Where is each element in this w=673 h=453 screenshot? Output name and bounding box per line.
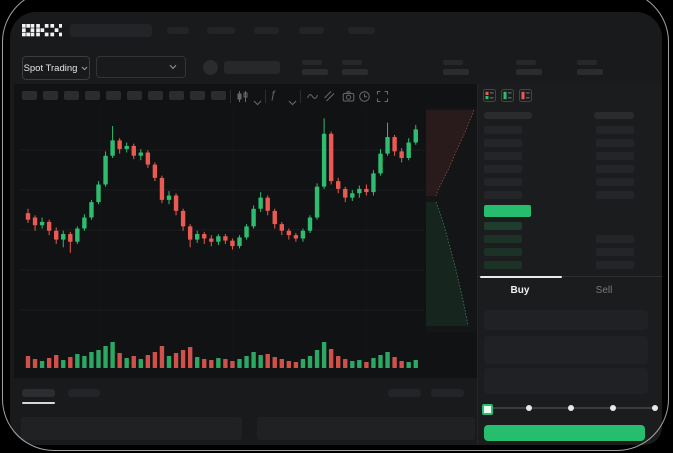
buy-submit-button[interactable] bbox=[484, 425, 645, 441]
orderbook-view-combined-icon[interactable] bbox=[483, 89, 496, 102]
ticker-stat-placeholder bbox=[516, 60, 546, 76]
timeframe-button-placeholder[interactable] bbox=[106, 91, 121, 100]
buy-tab-indicator bbox=[480, 276, 562, 278]
orderbook-row-placeholder bbox=[484, 178, 522, 186]
orderbook-asks-price-column[interactable] bbox=[484, 126, 522, 199]
order-amount-input-placeholder[interactable] bbox=[484, 336, 648, 364]
orderbook-header-placeholder bbox=[484, 112, 532, 119]
orderbook-row-placeholder bbox=[596, 139, 634, 147]
orderbook-row-placeholder bbox=[484, 248, 522, 256]
orderbook-row-placeholder bbox=[484, 165, 522, 173]
tab-buy[interactable]: Buy bbox=[510, 285, 530, 296]
chevron-down-icon bbox=[82, 66, 88, 70]
orderbook-header-placeholder bbox=[594, 112, 634, 119]
panel-divider bbox=[477, 84, 478, 445]
search-placeholder[interactable] bbox=[70, 24, 152, 37]
timeframe-bar bbox=[22, 91, 226, 100]
orderbook-asks-amount-column[interactable] bbox=[596, 126, 634, 199]
toolbar-separator bbox=[300, 90, 301, 103]
orderbook-row-placeholder bbox=[596, 178, 634, 186]
orders-panel-placeholder bbox=[21, 417, 242, 440]
ticker-stat-placeholder bbox=[302, 60, 332, 76]
candlestick-chart[interactable] bbox=[20, 108, 425, 372]
orderbook-row-placeholder bbox=[596, 191, 634, 199]
indicators-icon[interactable]: ƒ bbox=[270, 89, 277, 101]
timeframe-button-placeholder[interactable] bbox=[127, 91, 142, 100]
orderbook-row-placeholder bbox=[596, 165, 634, 173]
nav-item-placeholder[interactable] bbox=[348, 27, 375, 34]
timeframe-button-placeholder[interactable] bbox=[169, 91, 184, 100]
slider-stop-dot[interactable] bbox=[652, 405, 658, 411]
timeframe-button-placeholder[interactable] bbox=[43, 91, 58, 100]
order-total-input-placeholder[interactable] bbox=[484, 368, 648, 394]
chevron-down-icon[interactable] bbox=[288, 93, 301, 106]
timeframe-button-placeholder[interactable] bbox=[148, 91, 163, 100]
bottom-tab-active-placeholder[interactable] bbox=[22, 389, 55, 397]
slider-stop-dot[interactable] bbox=[526, 405, 532, 411]
bottom-action-placeholder[interactable] bbox=[431, 389, 464, 397]
market-type-selector[interactable]: Spot Trading bbox=[22, 56, 90, 80]
okx-logo bbox=[22, 24, 63, 38]
chevron-down-icon bbox=[169, 64, 177, 70]
nav-item-placeholder[interactable] bbox=[254, 27, 279, 34]
order-form-tabs: Buy Sell bbox=[478, 276, 662, 305]
nav-item-placeholder[interactable] bbox=[207, 27, 235, 34]
pair-selector-dropdown[interactable] bbox=[96, 56, 186, 78]
interval-clock-icon[interactable] bbox=[358, 90, 371, 103]
timeframe-button-placeholder[interactable] bbox=[22, 91, 37, 100]
line-tool-icon[interactable] bbox=[306, 90, 319, 103]
orderbook-bids-amount-column[interactable] bbox=[596, 235, 634, 269]
amount-percent-slider[interactable] bbox=[481, 400, 659, 416]
depth-chart[interactable] bbox=[426, 108, 477, 332]
toolbar-separator bbox=[265, 90, 266, 103]
nav-item-placeholder[interactable] bbox=[167, 27, 189, 34]
orderbook-row-placeholder bbox=[484, 139, 522, 147]
orderbook-row-placeholder bbox=[596, 261, 634, 269]
ticker-stat-placeholder bbox=[577, 60, 607, 76]
timeframe-button-placeholder[interactable] bbox=[64, 91, 79, 100]
pair-coin-icon bbox=[203, 60, 218, 75]
timeframe-button-placeholder[interactable] bbox=[85, 91, 100, 100]
last-price-indicator[interactable] bbox=[484, 205, 531, 217]
orderbook-row-placeholder bbox=[596, 152, 634, 160]
orderbook-view-asks-icon[interactable] bbox=[519, 89, 532, 102]
drawing-tools-icon[interactable] bbox=[323, 90, 336, 103]
bottom-tab-placeholder[interactable] bbox=[68, 389, 100, 397]
toolbar-separator bbox=[230, 90, 231, 103]
pair-name-placeholder bbox=[224, 61, 280, 74]
market-type-label: Spot Trading bbox=[23, 62, 78, 74]
orderbook-row-placeholder bbox=[596, 126, 634, 134]
fullscreen-icon[interactable] bbox=[376, 90, 389, 103]
orderbook-row-placeholder bbox=[484, 261, 522, 269]
timeframe-button-placeholder[interactable] bbox=[190, 91, 205, 100]
ticker-stat-placeholder bbox=[443, 60, 473, 76]
orderbook-row-placeholder bbox=[596, 248, 634, 256]
slider-stop-dot[interactable] bbox=[568, 405, 574, 411]
orderbook-row-placeholder bbox=[484, 126, 522, 134]
timeframe-button-placeholder[interactable] bbox=[211, 91, 226, 100]
bottom-tab-active-underline bbox=[22, 402, 55, 404]
orderbook-row-placeholder bbox=[484, 222, 522, 230]
ticker-stat-placeholder bbox=[342, 60, 372, 76]
orderbook-row-placeholder bbox=[484, 235, 522, 243]
bottom-action-placeholder[interactable] bbox=[388, 389, 421, 397]
orderbook-view-bids-icon[interactable] bbox=[501, 89, 514, 102]
orders-panel-placeholder bbox=[257, 417, 475, 440]
orderbook-row-placeholder bbox=[484, 191, 522, 199]
chevron-down-icon[interactable] bbox=[253, 93, 266, 106]
nav-item-placeholder[interactable] bbox=[299, 27, 324, 34]
slider-stop-dot[interactable] bbox=[610, 405, 616, 411]
orderbook-bids-price-column[interactable] bbox=[484, 222, 522, 269]
slider-handle[interactable] bbox=[481, 403, 493, 415]
orderbook-row-placeholder bbox=[596, 235, 634, 243]
okx-logo-icon bbox=[22, 24, 63, 37]
tab-sell[interactable]: Sell bbox=[595, 285, 613, 296]
order-price-input-placeholder[interactable] bbox=[484, 310, 648, 330]
camera-snapshot-icon[interactable] bbox=[342, 90, 355, 103]
chart-type-candles-icon[interactable] bbox=[236, 90, 249, 103]
orderbook-row-placeholder bbox=[484, 152, 522, 160]
